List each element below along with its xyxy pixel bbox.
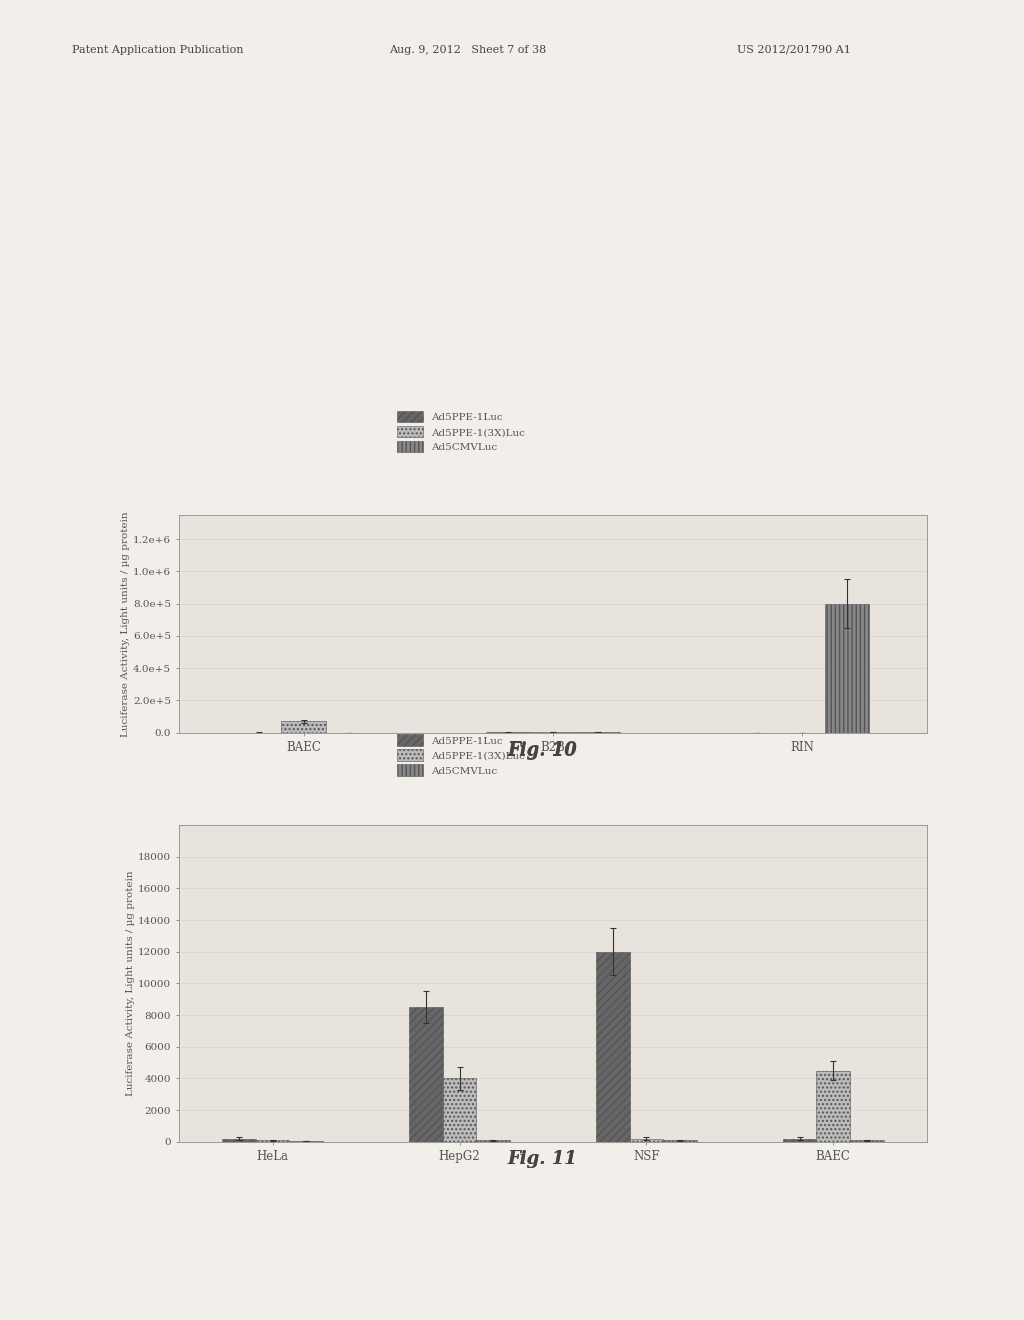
- Bar: [782, 1139, 816, 1142]
- Bar: [409, 1007, 442, 1142]
- Text: Aug. 9, 2012   Sheet 7 of 38: Aug. 9, 2012 Sheet 7 of 38: [389, 45, 547, 55]
- Bar: [824, 603, 869, 733]
- Text: US 2012/201790 A1: US 2012/201790 A1: [737, 45, 851, 55]
- Text: Fig. 10: Fig. 10: [508, 742, 578, 760]
- Bar: [442, 1078, 476, 1142]
- Bar: [850, 1140, 884, 1142]
- Bar: [816, 1071, 850, 1142]
- Bar: [630, 1139, 664, 1142]
- Legend: Ad5PPE-1Luc, Ad5PPE-1(3X)Luc, Ad5CMVLuc: Ad5PPE-1Luc, Ad5PPE-1(3X)Luc, Ad5CMVLuc: [393, 408, 528, 455]
- Bar: [282, 721, 327, 733]
- Text: Fig. 11: Fig. 11: [508, 1150, 578, 1168]
- Bar: [476, 1140, 510, 1142]
- Text: Fig. 10: Fig. 10: [508, 741, 578, 759]
- Legend: Ad5PPE-1Luc, Ad5PPE-1(3X)Luc, Ad5CMVLuc: Ad5PPE-1Luc, Ad5PPE-1(3X)Luc, Ad5CMVLuc: [393, 731, 528, 779]
- Text: Fig. 11: Fig. 11: [508, 1150, 578, 1168]
- Text: Patent Application Publication: Patent Application Publication: [72, 45, 243, 55]
- Bar: [596, 952, 630, 1142]
- Bar: [664, 1140, 697, 1142]
- Bar: [222, 1139, 256, 1142]
- Bar: [256, 1140, 290, 1142]
- Y-axis label: Luciferase Activity, Light units / µg protein: Luciferase Activity, Light units / µg pr…: [126, 871, 135, 1096]
- Y-axis label: Luciferase Activity, Light units / µg protein: Luciferase Activity, Light units / µg pr…: [121, 511, 130, 737]
